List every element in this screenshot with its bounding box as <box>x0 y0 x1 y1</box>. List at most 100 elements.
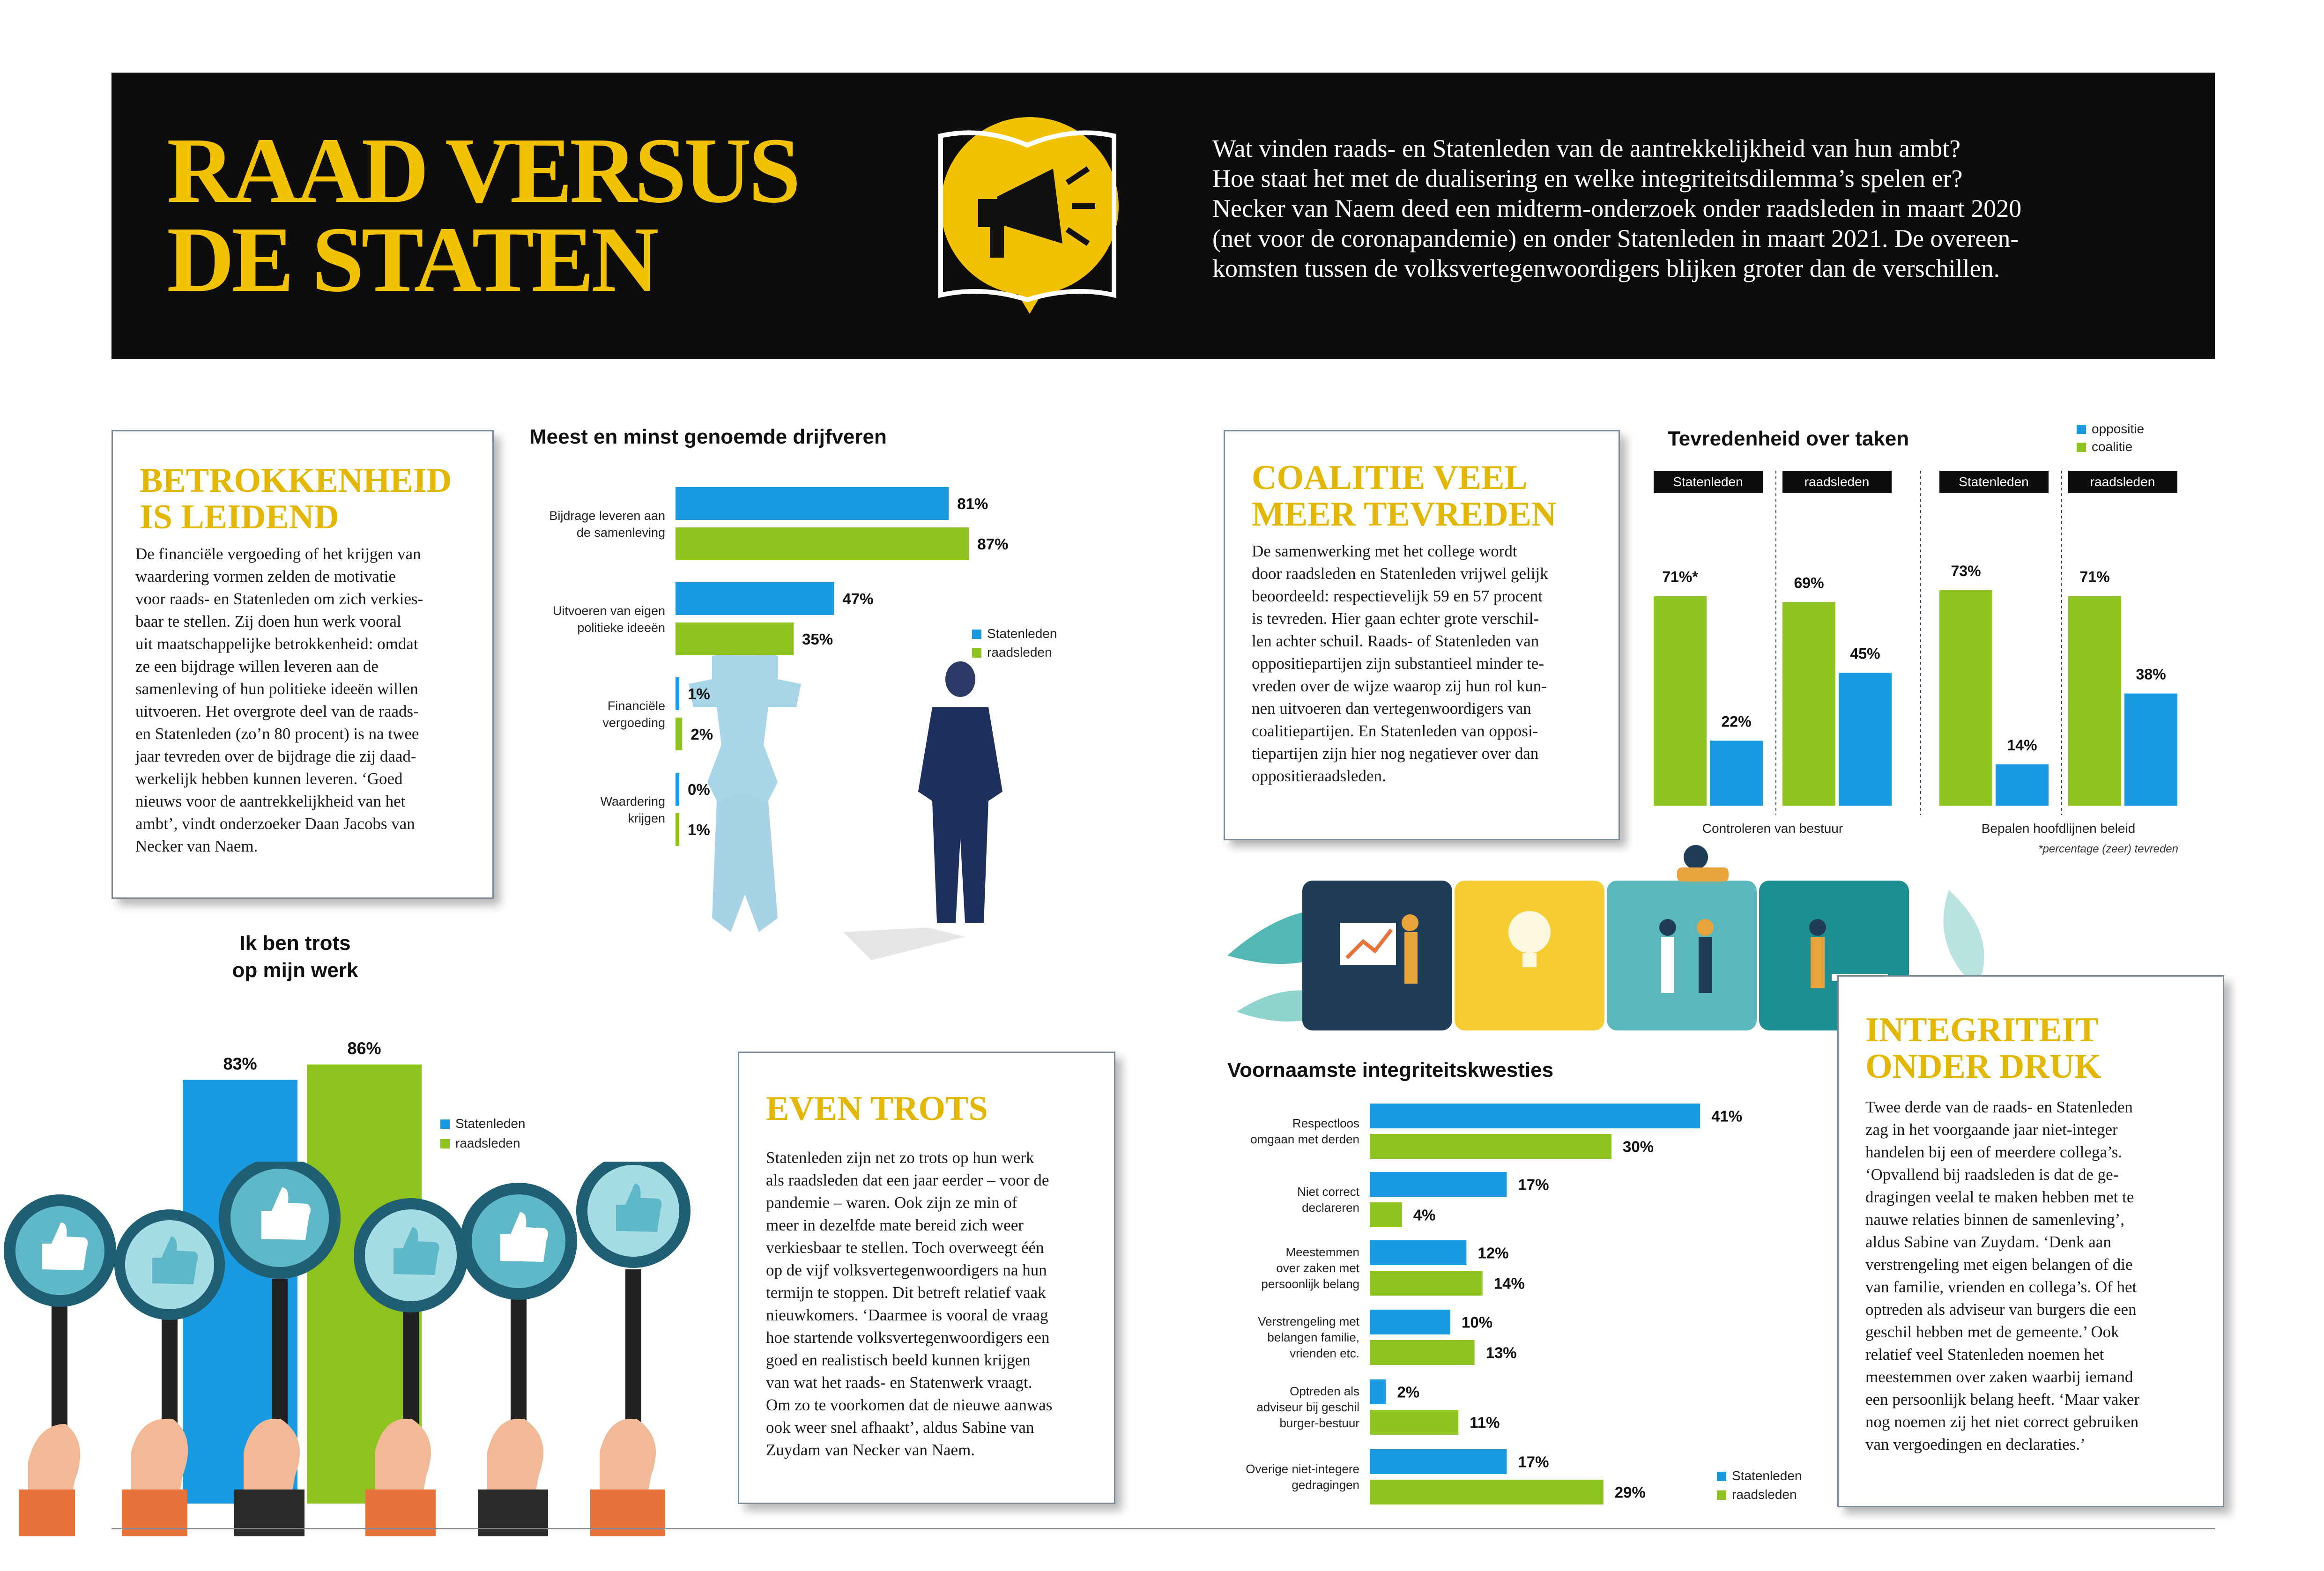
chart-title-line: Ik ben trots <box>239 932 351 955</box>
chart-drijfveren: Bijdrage leveren aan de samenleving 81% 87%… <box>549 487 1057 960</box>
footer-rule <box>111 1528 2215 1529</box>
legend-swatch <box>1717 1472 1726 1481</box>
body-line: en Statenleden (zo’n 80 procent) is na t… <box>135 725 419 743</box>
bar <box>1370 1449 1507 1474</box>
body-line: een persoonlijk belang heeft. ‘Maar vake… <box>1865 1390 2140 1408</box>
sign-6 <box>576 1162 691 1536</box>
category-label: politieke ideeën <box>577 621 665 635</box>
body-line: oppositiepartijen zijn substantieel mind… <box>1252 654 1544 673</box>
footnote: *percentage (zeer) tevreden <box>2038 843 2178 855</box>
data-label: 4% <box>1413 1207 1436 1224</box>
category-label: vergoeding <box>602 716 665 730</box>
data-label: 71% <box>2079 569 2109 585</box>
chart-title-line: op mijn werk <box>232 959 358 982</box>
category-label: adviseur bij geschil <box>1256 1400 1359 1414</box>
bar <box>676 487 949 520</box>
bar <box>676 813 679 846</box>
panel-tag-label: raadsleden <box>1804 474 1870 489</box>
article-betrokkenheid: BETROKKENHEID IS LEIDEND De financiële v… <box>111 430 494 899</box>
category-label: Niet correct <box>1297 1185 1360 1199</box>
legend-swatch <box>1717 1490 1726 1500</box>
sign-3 <box>219 1162 341 1536</box>
legend-label: raadsleden <box>455 1136 520 1150</box>
title-line: ONDER DRUK <box>1865 1047 2101 1086</box>
category-label: Optreden als <box>1290 1384 1359 1398</box>
legend-label: Statenleden <box>987 626 1057 641</box>
body-line: van familie, vrienden en collega’s. Of h… <box>1865 1278 2137 1296</box>
intro-text: Wat vinden raads- en Statenleden van de … <box>1212 133 2196 283</box>
intro-line: Necker van Naem deed een midterm-onderzo… <box>1212 194 2022 222</box>
article-body: Statenleden zijn net zo trots op hun wer… <box>766 1147 1052 1461</box>
article-title: EVEN TROTS <box>766 1090 988 1127</box>
panel-tag <box>1782 471 1892 493</box>
sign-1 <box>4 1194 116 1536</box>
article-title: INTEGRITEIT ONDER DRUK <box>1865 1012 2101 1085</box>
category-label: Meestemmen <box>1286 1245 1360 1259</box>
body-line: meer in dezelfde mate bereid zich weer <box>766 1216 1024 1234</box>
bar-oppositie <box>1996 764 2049 806</box>
sign-4 <box>354 1198 468 1536</box>
bar <box>1370 1134 1611 1159</box>
article-integriteit: INTEGRITEIT ONDER DRUK Twee derde van de… <box>1837 975 2224 1507</box>
legend-swatch <box>972 630 981 639</box>
chart-title-drijfveren: Meest en minst genoemde drijfveren <box>529 425 887 448</box>
data-label: 69% <box>1794 574 1824 591</box>
body-line: ambt’, vindt onderzoeker Daan Jacobs van <box>135 815 415 833</box>
article-body: Twee derde van de raads- en Statenleden … <box>1865 1096 2139 1456</box>
panel-tag <box>1939 471 2049 493</box>
bar <box>1370 1310 1450 1334</box>
category-label: Uitvoeren van eigen <box>553 604 665 618</box>
legend-swatch <box>440 1139 450 1149</box>
data-label: 2% <box>691 726 713 743</box>
title-line: MEER TEVREDEN <box>1252 495 1557 534</box>
bar-coalitie <box>2068 596 2121 806</box>
body-line: ‘Opvallend bij raadsleden is dat de ge- <box>1865 1165 2119 1184</box>
title-line: INTEGRITEIT <box>1865 1011 2099 1049</box>
bar-coalitie <box>1782 602 1835 806</box>
category-label: Financiële <box>608 699 665 713</box>
body-line: uitvoeren. Het overgrote deel van de raa… <box>135 702 419 720</box>
data-label: 14% <box>1494 1275 1525 1292</box>
panel-tag <box>1654 471 1763 493</box>
article-body: De samenwerking met het college wordt do… <box>1252 540 1548 787</box>
body-line: op de vijf volksvertegenwoordigers na hu… <box>766 1261 1047 1279</box>
bar <box>676 677 679 710</box>
category-label: krijgen <box>628 811 665 825</box>
legend-swatch <box>972 648 981 658</box>
data-label: 41% <box>1711 1108 1742 1125</box>
legend-label: Statenleden <box>1732 1468 1802 1483</box>
article-coalitie: COALITIE VEEL MEER TEVREDEN De samenwerk… <box>1224 430 1620 840</box>
page-title-line-2: DE STATEN <box>167 208 659 311</box>
body-line: nen uitvoeren dan vertegenwoordigers van <box>1252 699 1531 718</box>
body-line: als raadsleden dat een jaar eerder – voo… <box>766 1171 1049 1189</box>
intro-line: Wat vinden raads- en Statenleden van de … <box>1212 134 1961 163</box>
panel-tag-label: Statenleden <box>1673 474 1743 489</box>
bar <box>1370 1410 1459 1435</box>
page-title-line-1: RAAD VERSUS <box>167 119 801 222</box>
data-label: 17% <box>1518 1176 1549 1193</box>
legend-label: Statenleden <box>455 1116 525 1131</box>
bar <box>676 718 683 750</box>
data-label: 12% <box>1478 1245 1508 1262</box>
sign-5 <box>460 1183 577 1536</box>
data-label: 38% <box>2136 666 2166 683</box>
data-label: 11% <box>1470 1414 1500 1431</box>
data-label: 0% <box>688 781 710 798</box>
body-line: verstrengeling met eigen belangen of die <box>1865 1255 2133 1274</box>
category-label: omgaan met derden <box>1250 1132 1359 1146</box>
body-line: waardering vormen zelden de motivatie <box>135 567 396 585</box>
body-line: len achter schuil. Raads- of Statenleden… <box>1252 632 1539 650</box>
sign-2 <box>114 1209 225 1536</box>
body-line: ook weer snel afhaakt’, aldus Sabine van <box>766 1418 1034 1437</box>
body-line: oppositieraadsleden. <box>1252 767 1386 785</box>
group-label: Controleren van bestuur <box>1702 821 1843 836</box>
body-line: geschil hebben met de gemeente.’ Ook <box>1865 1323 2119 1341</box>
legend-label: coalitie <box>2092 439 2132 454</box>
bar <box>1370 1271 1483 1296</box>
body-line: ze een bijdrage willen leveren aan de <box>135 657 379 675</box>
panel-tag <box>2068 471 2177 493</box>
bar <box>1370 1340 1475 1365</box>
title-line: IS LEIDEND <box>140 498 339 536</box>
data-label: 47% <box>842 590 873 608</box>
bar-coalitie <box>1939 590 1992 806</box>
